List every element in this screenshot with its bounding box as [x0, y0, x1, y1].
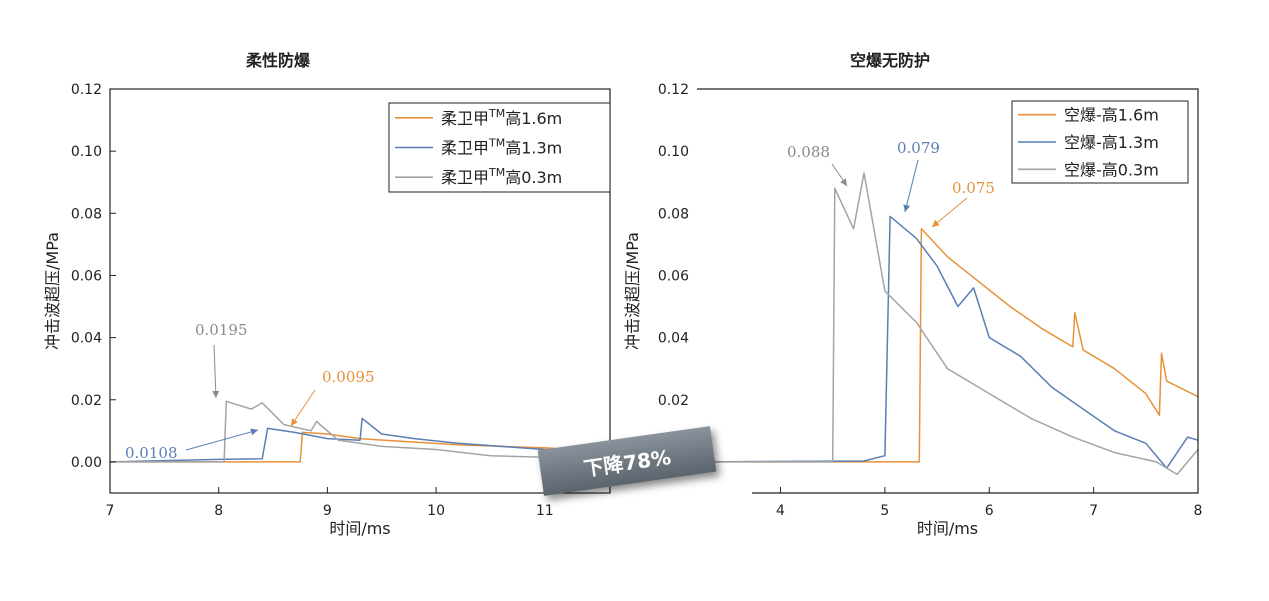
y-axis-label: 冲击波超压/MPa [623, 232, 642, 350]
x-tick-label: 11 [536, 503, 554, 519]
x-axis-label: 时间/ms [917, 519, 978, 538]
annotation-arrowhead [291, 418, 298, 426]
chart-panel-2: 空爆无防护0.000.020.040.060.080.100.1245678时间… [623, 51, 1202, 538]
y-tick-label: 0.10 [71, 144, 102, 160]
y-tick-label: 0.02 [71, 393, 102, 409]
x-tick-label: 6 [985, 503, 994, 519]
annotation-arrowhead [840, 178, 847, 186]
x-tick-label: 9 [323, 503, 332, 519]
annotation-arrowhead [212, 390, 220, 398]
y-tick-label: 0.12 [658, 82, 689, 98]
annotation-arrowhead [250, 428, 258, 436]
series-line-1 [697, 228, 1198, 463]
y-tick-label: 0.06 [658, 268, 689, 284]
x-tick-label: 8 [214, 503, 223, 519]
peak-annotation: 0.0108 [125, 444, 178, 462]
legend-entry: 空爆-高0.3m [1064, 160, 1159, 179]
annotation-arrow [213, 344, 217, 399]
peak-annotation: 0.079 [897, 139, 940, 157]
y-tick-label: 0.00 [71, 455, 102, 471]
legend-entry: 空爆-高1.6m [1064, 106, 1159, 125]
y-tick-label: 0.10 [658, 144, 689, 160]
legend: 柔卫甲TM高1.6m 柔卫甲TM高1.3m 柔卫甲TM高0.3m [388, 102, 611, 193]
y-tick-label: 0.08 [71, 206, 102, 222]
annotation-arrow [904, 159, 919, 213]
peak-annotation: 0.075 [952, 179, 995, 197]
y-tick-label: 0.12 [71, 82, 102, 98]
annotation-arrow [185, 429, 259, 451]
y-axis-label: 冲击波超压/MPa [43, 232, 62, 350]
x-tick-label: 5 [880, 503, 889, 519]
y-tick-label: 0.08 [658, 206, 689, 222]
x-axis-label: 时间/ms [329, 519, 390, 538]
annotation-arrow [931, 197, 968, 228]
chart-title: 柔性防爆 [245, 51, 311, 70]
legend: 空爆-高1.6m 空爆-高1.3m 空爆-高0.3m [1011, 100, 1189, 184]
legend-entry: 柔卫甲TM高0.3m [441, 166, 562, 187]
series-line-3 [697, 172, 1198, 476]
annotation-arrowhead [932, 219, 940, 227]
x-tick-label: 7 [1089, 503, 1098, 519]
x-tick-label: 10 [427, 503, 445, 519]
series-line-3 [110, 400, 610, 463]
legend-entry: 柔卫甲TM高1.3m [441, 137, 562, 158]
annotation-arrow [290, 389, 316, 427]
y-tick-label: 0.04 [71, 331, 102, 347]
legend-entry: 柔卫甲TM高1.6m [441, 107, 562, 128]
y-tick-label: 0.06 [71, 268, 102, 284]
peak-annotation: 0.0095 [322, 368, 375, 386]
y-tick-label: 0.04 [658, 331, 689, 347]
x-tick-label: 8 [1194, 503, 1203, 519]
series-line-2 [697, 215, 1198, 469]
chart-panel-1: 柔性防爆 0.00 0.02 0.04 0.06 0.08 0.10 0.12 7 8 9 10 11 时… [43, 51, 611, 538]
series-line-2 [110, 417, 610, 463]
plot-frame [697, 88, 1199, 494]
x-tick-label: 7 [106, 503, 115, 519]
peak-annotation: 0.088 [787, 143, 830, 161]
y-tick-label: 0.02 [658, 393, 689, 409]
annotation-arrowhead [903, 204, 911, 212]
peak-annotation: 0.0195 [195, 321, 248, 339]
legend-entry: 空爆-高1.3m [1064, 133, 1159, 152]
plot-frame [109, 88, 611, 494]
chart-title: 空爆无防护 [850, 51, 930, 70]
x-tick-label: 4 [776, 503, 785, 519]
